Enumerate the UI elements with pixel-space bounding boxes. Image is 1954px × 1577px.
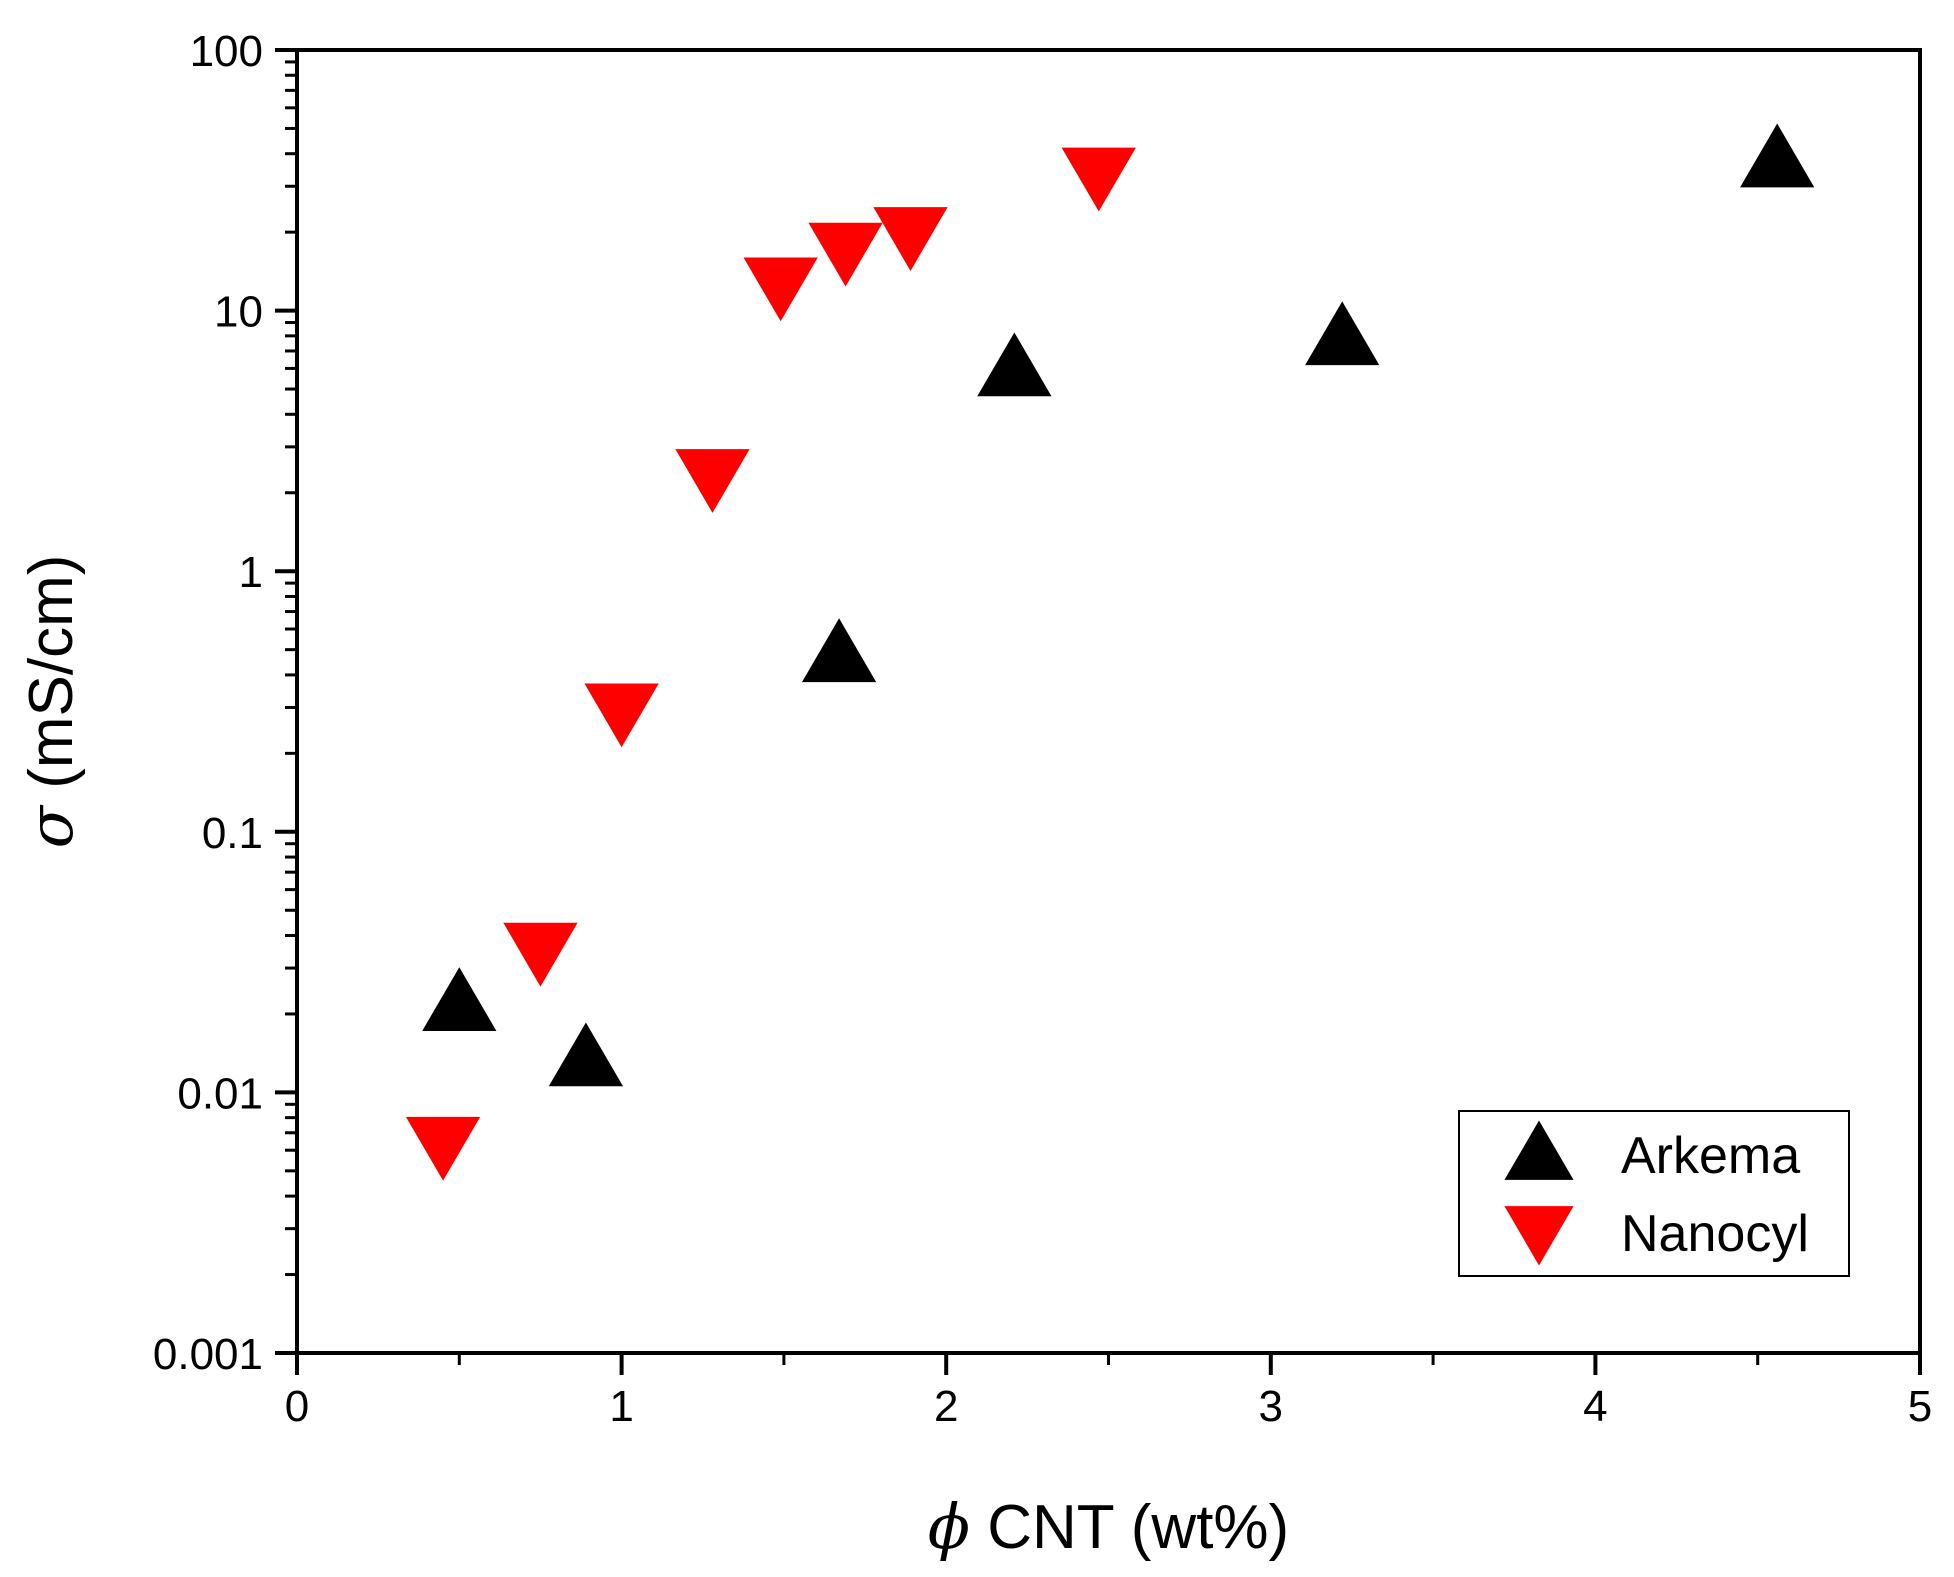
- y-tick-label: 0.1: [202, 809, 263, 858]
- arkema-point: [1740, 123, 1815, 188]
- y-tick-label: 0.01: [177, 1069, 263, 1118]
- x-tick-label: 2: [934, 1382, 958, 1431]
- data-points: [405, 123, 1815, 1181]
- series-nanocyl: [405, 147, 1136, 1181]
- y-axis-unit: (mS/cm): [17, 555, 86, 806]
- x-tick-label: 4: [1583, 1382, 1607, 1431]
- x-tick-label: 1: [609, 1382, 633, 1431]
- nanocyl-point: [743, 257, 818, 322]
- arkema-point: [801, 618, 877, 683]
- arkema-point: [548, 1022, 624, 1087]
- nanocyl-point: [808, 222, 883, 287]
- y-tick-label: 10: [214, 288, 263, 337]
- legend-box: [1458, 1110, 1850, 1277]
- y-axis-title: σ (mS/cm): [14, 555, 87, 849]
- nanocyl-point: [584, 683, 659, 748]
- x-axis-title: ϕ CNT (wt%): [928, 1490, 1289, 1563]
- legend-nanocyl-label: Nanocyl: [1621, 1205, 1809, 1263]
- nanocyl-point: [873, 207, 948, 271]
- nanocyl-point: [405, 1116, 481, 1181]
- major-ticks: [275, 48, 1922, 1375]
- legend-nanocyl-marker: [1504, 1206, 1574, 1266]
- legend-arkema-marker: [1504, 1120, 1574, 1180]
- x-tick-label: 3: [1259, 1382, 1283, 1431]
- y-axis-symbol: σ: [14, 804, 87, 848]
- tick-labels: 0 1 2 3 4 5 0.001 0.01 0.1 1 10 100: [153, 27, 1932, 1431]
- nanocyl-point: [1061, 147, 1136, 212]
- y-tick-label: 0.001: [153, 1330, 263, 1379]
- plot-frame: [295, 48, 1922, 1355]
- y-tick-label: 1: [239, 548, 263, 597]
- x-axis-symbol: ϕ: [928, 1490, 970, 1563]
- x-tick-label: 5: [1908, 1382, 1932, 1431]
- x-tick-label: 0: [285, 1382, 309, 1431]
- arkema-point: [422, 967, 497, 1032]
- arkema-point: [1305, 301, 1380, 366]
- series-arkema: [422, 123, 1815, 1087]
- arkema-point: [977, 332, 1052, 397]
- legend: Arkema Nanocyl: [1458, 1110, 1850, 1277]
- legend-arkema-label: Arkema: [1621, 1127, 1800, 1185]
- nanocyl-point: [503, 922, 578, 987]
- nanocyl-point: [675, 449, 750, 513]
- y-tick-label: 100: [190, 27, 263, 76]
- x-axis-unit: CNT (wt%): [970, 1493, 1289, 1562]
